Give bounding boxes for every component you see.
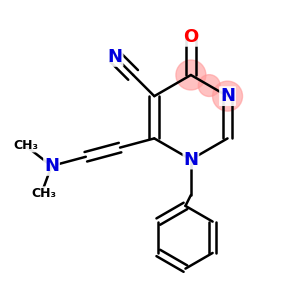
Text: CH₃: CH₃ bbox=[31, 187, 56, 200]
Circle shape bbox=[176, 60, 206, 90]
Text: N: N bbox=[108, 48, 123, 66]
Text: N: N bbox=[220, 87, 235, 105]
Circle shape bbox=[198, 75, 220, 97]
Circle shape bbox=[212, 81, 242, 111]
Text: CH₃: CH₃ bbox=[13, 139, 38, 152]
Text: N: N bbox=[183, 151, 198, 169]
Text: N: N bbox=[44, 157, 59, 175]
Text: O: O bbox=[183, 28, 199, 46]
